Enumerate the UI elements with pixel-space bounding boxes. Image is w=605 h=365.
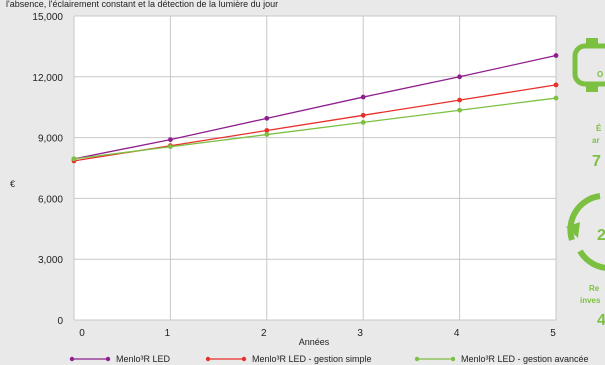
savings-line-1: É	[596, 124, 602, 133]
header-text: l'absence, l'éclairement constant et la …	[6, 0, 278, 9]
savings-value: 7	[592, 153, 601, 170]
x-tick-label: 5	[550, 328, 556, 339]
legend-marker	[414, 356, 420, 362]
data-point	[168, 144, 173, 150]
data-point	[264, 132, 270, 137]
plot-area	[74, 16, 556, 320]
legend-marker	[205, 356, 211, 362]
badge-text: O	[597, 70, 603, 79]
gear-icon	[572, 38, 605, 92]
data-point	[360, 94, 366, 100]
legend-label-2: Menlo³R LED - gestion avancée	[461, 354, 589, 364]
legend-label-0: Menlo³R LED	[116, 354, 171, 364]
x-tick-label: 3	[357, 328, 363, 339]
data-point	[457, 107, 462, 113]
legend-marker	[241, 356, 247, 362]
series-layer	[71, 53, 559, 164]
y-tick-label: 0	[57, 316, 63, 327]
y-tick-labels: 0 3,000 6,000 9,000 12,000 15,000	[32, 12, 63, 327]
data-point	[360, 120, 366, 125]
data-point	[553, 82, 559, 88]
series-line-0	[73, 54, 557, 160]
legend-marker	[105, 356, 111, 362]
x-tick-label: 4	[454, 328, 460, 339]
data-point	[457, 97, 462, 103]
y-tick-label: 9,000	[38, 134, 63, 145]
data-point	[457, 74, 462, 80]
y-axis-label: €	[10, 179, 15, 189]
grid	[73, 15, 557, 321]
series-line-2	[73, 97, 557, 160]
return-line-2: inves	[580, 296, 601, 305]
x-axis-label: Années	[299, 337, 330, 347]
side-panel: O É ar 7 2 Re inves 4	[566, 38, 605, 329]
y-tick-label: 3,000	[38, 255, 63, 266]
x-tick-labels: 0 1 2 3 4 5	[79, 328, 556, 339]
data-point	[553, 95, 559, 101]
y-tick-label: 15,000	[32, 12, 63, 23]
legend-label-1: Menlo³R LED - gestion simple	[252, 354, 372, 364]
data-point	[360, 112, 366, 118]
data-point	[264, 128, 270, 133]
return-value-2: 4	[597, 312, 605, 329]
x-tick-label: 0	[79, 328, 85, 339]
x-tick-label: 1	[165, 328, 171, 339]
data-point	[168, 137, 173, 143]
legend-marker	[69, 356, 75, 362]
data-point	[264, 115, 270, 121]
y-tick-label: 12,000	[32, 73, 63, 84]
y-tick-label: 6,000	[38, 194, 63, 205]
legend: Menlo³R LED Menlo³R LED - gestion simple M…	[69, 354, 589, 364]
return-value: 2	[597, 227, 605, 244]
savings-line-2: ar	[592, 136, 600, 145]
data-point	[71, 156, 77, 162]
cycle-arrow-icon	[566, 193, 605, 271]
return-line-1: Re	[589, 284, 600, 293]
legend-marker	[450, 356, 456, 362]
data-point	[553, 53, 559, 58]
x-tick-label: 2	[261, 328, 267, 339]
